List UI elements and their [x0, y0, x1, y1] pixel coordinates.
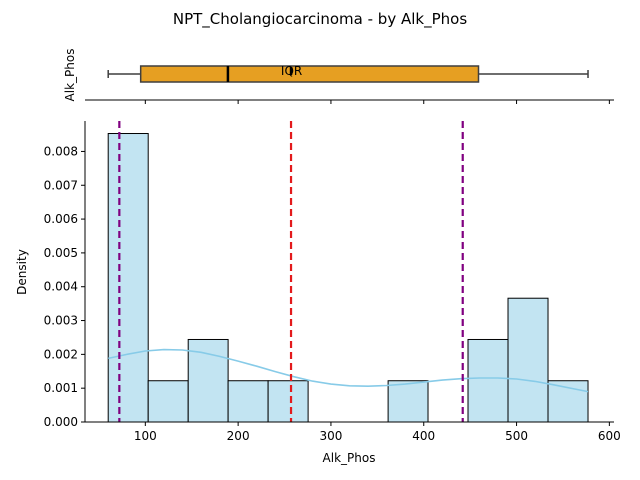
histogram-panel: 100 200 300 400 500 600 0.000 0.001 0.002 0.003 0…: [15, 121, 621, 465]
y-tick-label: 0.001: [44, 381, 78, 395]
kde-curve: [108, 348, 589, 393]
histogram-x-label: Alk_Phos: [323, 451, 376, 465]
histogram-bar: [507, 297, 549, 423]
x-tick-label: 100: [134, 429, 157, 443]
y-tick-label: 0.002: [44, 347, 78, 361]
iqr-box: [139, 65, 480, 83]
x-tick-label: 400: [412, 429, 435, 443]
boxplot-y-label: Alk_Phos: [63, 49, 77, 102]
histogram-bar: [147, 380, 189, 423]
histogram-bar: [467, 338, 509, 423]
y-tick-label: 0.004: [44, 280, 78, 294]
histogram-bar: [387, 380, 429, 423]
histogram-bar: [107, 133, 149, 423]
histogram-y-label: Density: [15, 249, 29, 295]
x-tick-label: 200: [227, 429, 250, 443]
y-tick-label: 0.006: [44, 212, 78, 226]
y-tick-label: 0.003: [44, 314, 78, 328]
histogram-bar: [267, 380, 309, 423]
histogram-bar: [227, 380, 269, 423]
x-tick-label: 500: [505, 429, 528, 443]
y-tick-label: 0.000: [44, 415, 78, 429]
chart-title: NPT_Cholangiocarcinoma - by Alk_Phos: [173, 10, 467, 29]
y-tick-label: 0.005: [44, 246, 78, 260]
boxplot-panel: Alk_Phos IQR: [63, 49, 614, 104]
x-tick-label: 300: [319, 429, 342, 443]
iqr-label: IQR: [281, 64, 302, 78]
x-tick-label: 600: [598, 429, 621, 443]
y-tick-label: 0.008: [44, 144, 78, 158]
y-tick-label: 0.007: [44, 178, 78, 192]
